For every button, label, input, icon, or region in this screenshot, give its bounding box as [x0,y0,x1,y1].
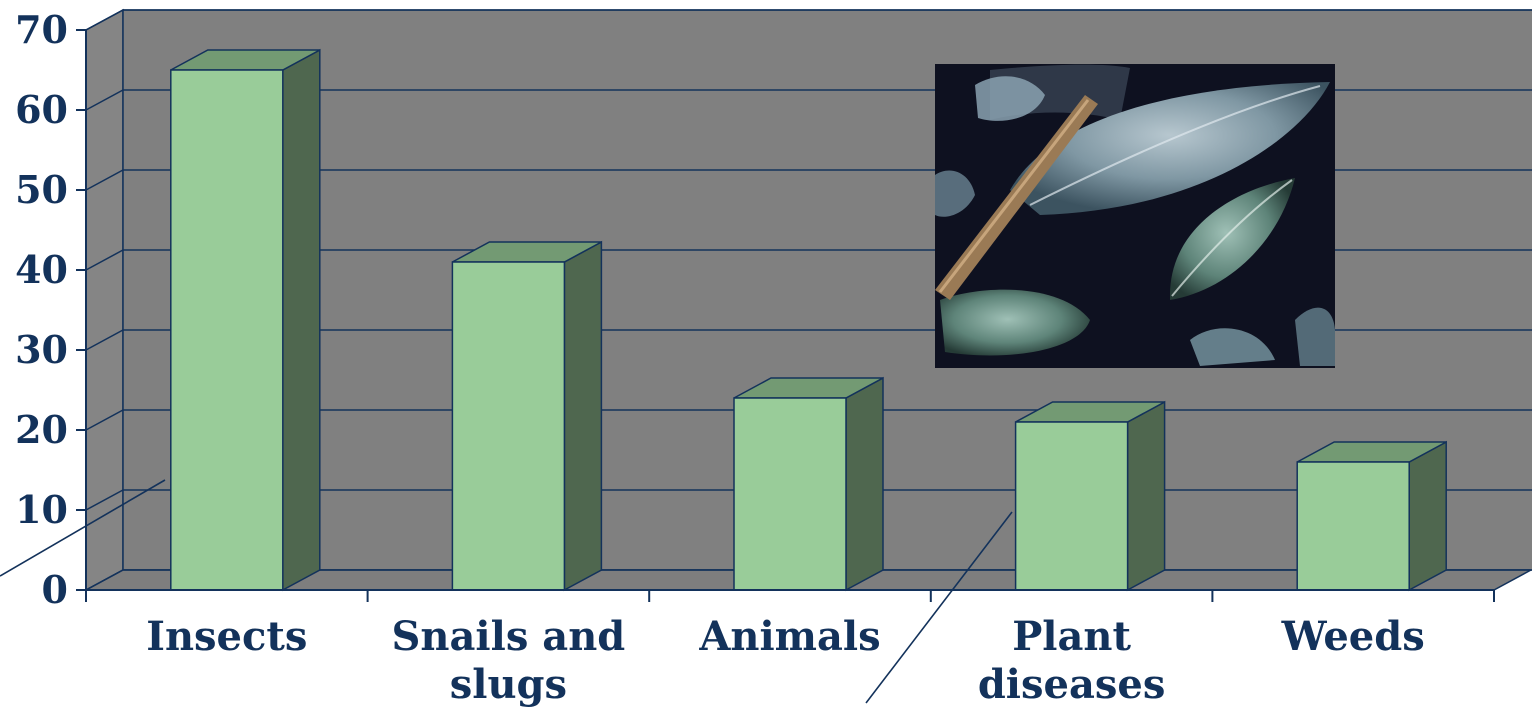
plant-leaves-with-powdery-mildew-photo [935,64,1335,368]
pointer-line [865,511,1013,704]
axes [76,29,1495,602]
bar-weeds [1296,440,1447,592]
y-tick-label: 10 [15,487,68,532]
bars [170,48,1447,592]
x-category-label: Insects [146,613,307,660]
x-category-label: Weeds [1281,613,1425,660]
y-tick-label: 0 [42,567,68,612]
bar-front [170,69,284,591]
pointer-line [0,479,166,577]
bar-side [1408,440,1447,592]
y-tick-label: 30 [15,327,68,372]
bar-side [845,376,884,592]
bar-animals [733,376,884,592]
y-tick-label: 20 [15,407,68,452]
left-wall [85,8,124,592]
y-tick-label: 60 [15,87,68,132]
bar-front [1014,421,1129,591]
x-category-labels: Insects Snails and slugs Animals Plant diseas… [146,613,1424,708]
y-tick-label: 40 [15,247,68,292]
y-tick-labels: 0 10 20 30 40 50 60 70 [15,7,68,612]
bar-side [563,240,603,592]
x-category-label: Animals [698,613,880,660]
bar-side [282,48,321,592]
bar-front [733,397,847,591]
bar-side [1126,400,1166,592]
gridline [85,9,1532,31]
bar-insects [170,48,321,592]
y-tick-label: 70 [15,7,68,52]
bar-front [451,261,566,591]
y-tick-label: 50 [15,167,68,212]
x-category-label: Snails and slugs [392,613,626,708]
bar-snails-and-slugs [451,240,603,592]
x-category-label: Plant diseases [978,613,1166,708]
bar-front [1296,461,1410,591]
bar-plant-diseases [1014,400,1166,592]
